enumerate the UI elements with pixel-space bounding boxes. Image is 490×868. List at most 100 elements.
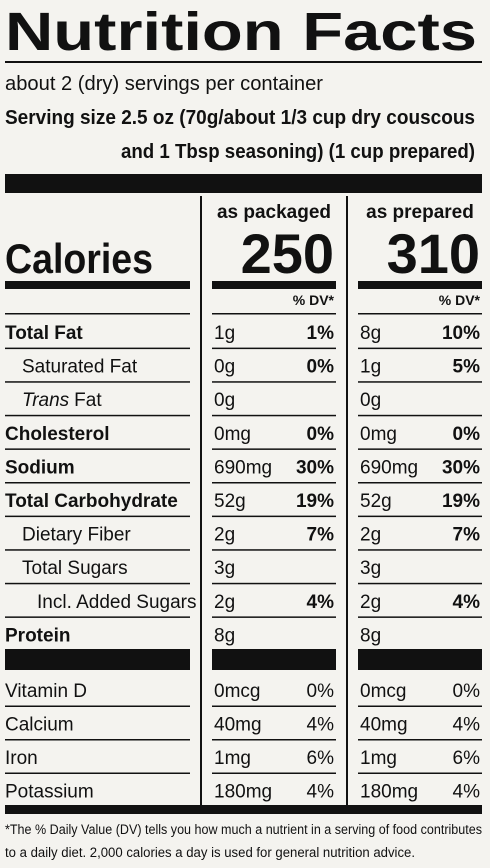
nutrient-label: Vitamin D — [5, 681, 87, 702]
calories-value: 250 — [241, 222, 334, 285]
amount: 2g — [360, 592, 381, 613]
rule — [358, 739, 482, 741]
nutrient-label: Sodium — [5, 457, 75, 478]
footnote: to a daily diet. 2,000 calories a day is… — [5, 845, 415, 860]
rule — [358, 414, 482, 417]
rule — [5, 448, 190, 450]
nutrient-label: Total Fat — [5, 323, 83, 344]
amount: 0g — [360, 390, 381, 411]
daily-value: 7% — [307, 525, 335, 546]
amount: 40mg — [360, 715, 408, 736]
daily-value: 30% — [442, 457, 480, 478]
rule — [358, 515, 482, 518]
rule — [5, 313, 190, 315]
rule — [358, 347, 482, 350]
column-divider — [200, 196, 202, 806]
rule — [212, 705, 336, 707]
daily-value: 0% — [307, 357, 335, 378]
rule — [212, 772, 336, 774]
thick-bar — [5, 649, 190, 670]
daily-value: 19% — [442, 491, 480, 512]
rule — [212, 515, 336, 518]
column-divider — [346, 196, 348, 806]
daily-value: 5% — [453, 357, 481, 378]
rule — [212, 381, 336, 383]
amount: 2g — [214, 592, 235, 613]
amount: 690mg — [214, 457, 272, 478]
rule — [212, 582, 336, 585]
daily-value: 19% — [296, 491, 334, 512]
thick-bar — [5, 805, 482, 814]
label-text: Fat — [74, 390, 102, 411]
dv-header: % DV* — [293, 292, 335, 308]
rule — [5, 549, 190, 551]
thick-bar — [358, 281, 482, 289]
servings: about 2 (dry) servings per container — [5, 73, 323, 95]
rule — [358, 313, 482, 315]
daily-value: 4% — [453, 592, 481, 613]
amount: 0g — [214, 390, 235, 411]
amount: 40mg — [214, 715, 262, 736]
daily-value: 6% — [307, 748, 335, 769]
rule — [5, 482, 190, 484]
amount: 0mg — [360, 424, 397, 445]
daily-value: 4% — [307, 782, 335, 803]
nutrient-label: Total Sugars — [22, 558, 128, 579]
rule — [358, 448, 482, 450]
rule — [212, 414, 336, 417]
calories-label: Calories — [5, 235, 153, 282]
nutrient-label: Saturated Fat — [22, 357, 138, 378]
nutrient-label: Iron — [5, 748, 38, 769]
daily-value: 0% — [453, 424, 481, 445]
rule — [5, 582, 190, 585]
daily-value: 0% — [453, 681, 481, 702]
thick-bar — [5, 281, 190, 289]
rule — [5, 739, 190, 741]
rule — [358, 482, 482, 484]
daily-value: 10% — [442, 323, 480, 344]
amount: 0mcg — [360, 681, 406, 702]
amount: 2g — [214, 525, 235, 546]
amount: 8g — [214, 625, 235, 646]
rule — [212, 549, 336, 551]
amount: 3g — [360, 558, 381, 579]
rule — [358, 616, 482, 618]
thick-bar — [5, 174, 482, 193]
label-italic: Trans — [22, 390, 70, 411]
amount: 3g — [214, 558, 235, 579]
rule — [212, 448, 336, 450]
amount: 52g — [214, 491, 246, 512]
daily-value: 4% — [453, 715, 481, 736]
amount: 0g — [214, 357, 235, 378]
nutrient-label: Dietary Fiber — [22, 525, 131, 546]
amount: 8g — [360, 625, 381, 646]
nutrient-label: Potassium — [5, 782, 94, 803]
rule — [212, 313, 336, 315]
nutrient-label: Incl. Added Sugars — [37, 592, 197, 613]
amount: 8g — [360, 323, 381, 344]
daily-value: 0% — [307, 424, 335, 445]
rule — [358, 705, 482, 707]
daily-value: 1% — [307, 323, 335, 344]
rule — [358, 381, 482, 383]
rule — [358, 582, 482, 585]
rule — [5, 515, 190, 518]
amount: 180mg — [360, 782, 418, 803]
daily-value: 7% — [453, 525, 481, 546]
amount: 1g — [360, 357, 381, 378]
rule — [212, 616, 336, 618]
column-header: as packaged — [217, 202, 331, 223]
column-header: as prepared — [366, 202, 474, 223]
amount: 1mg — [360, 748, 397, 769]
daily-value: 0% — [307, 681, 335, 702]
amount: 0mcg — [214, 681, 260, 702]
amount: 2g — [360, 525, 381, 546]
amount: 1g — [214, 323, 235, 344]
rule — [358, 772, 482, 774]
rule — [5, 381, 190, 383]
amount: 690mg — [360, 457, 418, 478]
thick-bar — [212, 281, 336, 289]
rule — [5, 616, 190, 618]
